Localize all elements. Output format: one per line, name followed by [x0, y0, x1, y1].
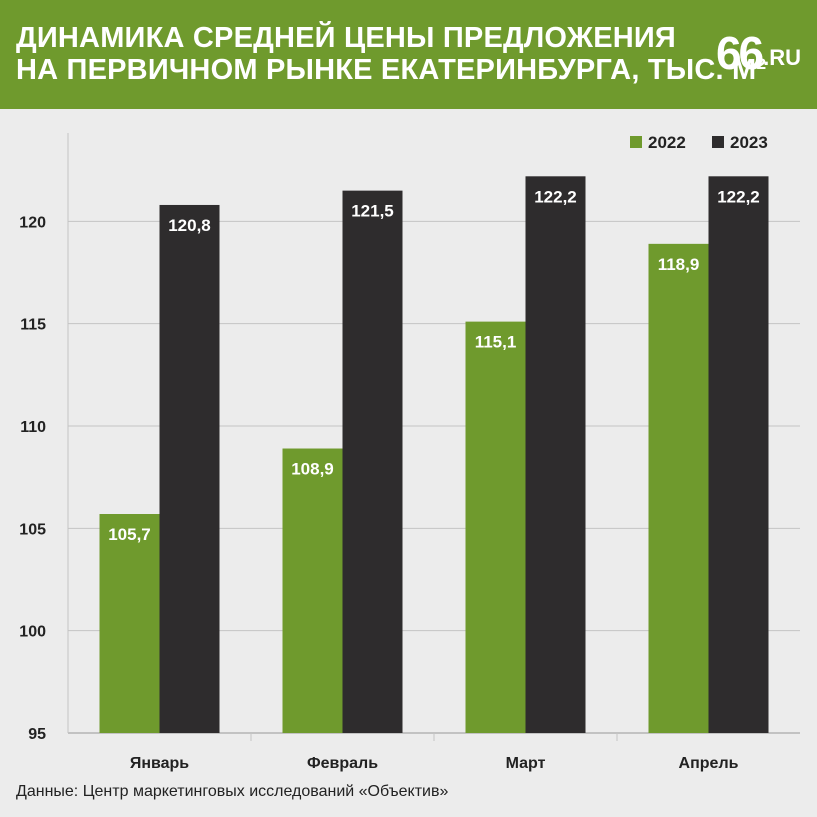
data-label: 118,9 [658, 255, 700, 274]
y-tick-label: 100 [19, 624, 46, 641]
legend-label: 2023 [730, 133, 768, 152]
x-tick-label: Апрель [679, 755, 739, 772]
data-label: 108,9 [291, 460, 334, 479]
bar-2022 [99, 514, 160, 733]
data-label: 120,8 [168, 216, 211, 235]
bar-2023 [708, 176, 769, 734]
bar-2022 [465, 321, 526, 733]
legend-swatch-2022 [630, 136, 642, 148]
site-logo[interactable]: 66.RU [716, 30, 801, 76]
legend-label: 2022 [648, 133, 686, 152]
data-source-note: Данные: Центр маркетинговых исследований… [16, 783, 449, 800]
x-tick-label: Февраль [307, 755, 378, 772]
y-tick-label: 105 [19, 521, 46, 538]
bar-2023 [525, 176, 586, 734]
data-label: 122,2 [534, 187, 577, 206]
logo-number: 66 [715, 27, 764, 79]
header-banner: ДИНАМИКА СРЕДНЕЙ ЦЕНЫ ПРЕДЛОЖЕНИЯ НА ПЕР… [0, 0, 817, 109]
y-tick-label: 95 [28, 726, 46, 743]
title-line-2: НА ПЕРВИЧНОМ РЫНКЕ ЕКАТЕРИНБУРГА, ТЫС. М… [16, 54, 767, 86]
data-label: 122,2 [717, 187, 760, 206]
title-line-1: ДИНАМИКА СРЕДНЕЙ ЦЕНЫ ПРЕДЛОЖЕНИЯ [16, 22, 676, 54]
logo-domain: .RU [763, 45, 801, 70]
data-label: 121,5 [351, 202, 394, 221]
bar-chart: 95 100 105 110 115 120 105,7 120,8 Январь 108,9 12… [19, 133, 800, 772]
bar-2022 [648, 243, 709, 733]
bar-2023 [159, 204, 220, 734]
x-tick-label: Январь [130, 755, 189, 772]
y-tick-label: 115 [20, 317, 46, 334]
x-tick-label: Март [506, 755, 546, 772]
y-tick-label: 110 [20, 419, 46, 436]
data-label: 115,1 [475, 333, 517, 352]
legend-swatch-2023 [712, 136, 724, 148]
bar-2023 [342, 190, 403, 734]
data-label: 105,7 [108, 525, 151, 544]
chart-title: ДИНАМИКА СРЕДНЕЙ ЦЕНЫ ПРЕДЛОЖЕНИЯ НА ПЕР… [16, 22, 767, 86]
y-tick-label: 120 [19, 214, 46, 231]
bar-2022 [282, 448, 343, 733]
